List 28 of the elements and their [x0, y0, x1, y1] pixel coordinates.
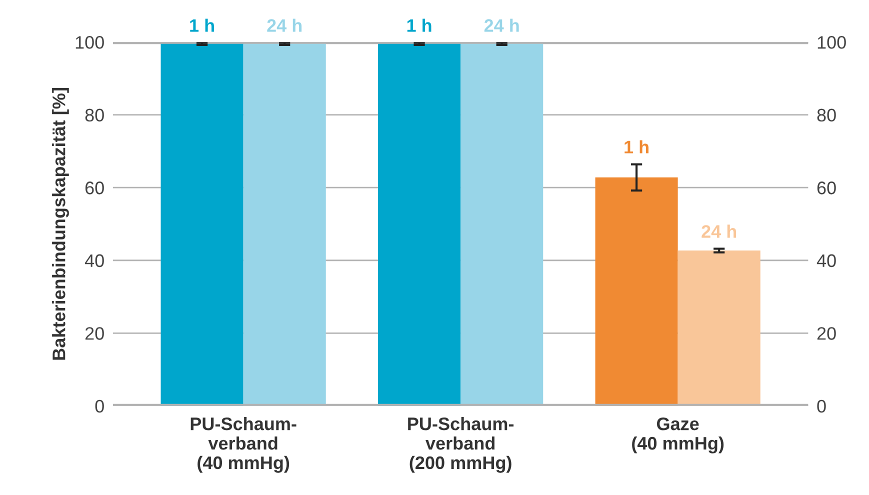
y2-tick-label: 20 — [817, 327, 836, 340]
x-tick-label: Gaze (40 mmHg) — [632, 417, 724, 454]
bar — [243, 44, 326, 406]
y-tick-label: 0 — [95, 400, 104, 413]
bar — [678, 250, 760, 406]
y-axis-title: Bakterienbindungskapazität [%] — [52, 88, 69, 360]
text: 24 h — [702, 224, 736, 238]
y2-tick-label: 40 — [816, 254, 836, 268]
bar — [378, 44, 461, 406]
text: 1 h — [407, 18, 432, 32]
y-tick-label: 20 — [85, 327, 104, 340]
text: 1 h — [624, 140, 648, 154]
y2-tick-label: 80 — [817, 108, 836, 122]
bar — [595, 177, 678, 406]
x-tick-label: PU-Schaum- verband (200 mmHg) — [408, 417, 514, 473]
bar — [160, 44, 244, 406]
x-tick-label: PU-Schaum- verband (40 mmHg) — [190, 417, 296, 473]
series-label: 24 h — [267, 18, 302, 32]
y2-tick-label: 100 — [818, 36, 846, 49]
y2-tick-label: 0 — [817, 400, 826, 413]
y-tick-label: 40 — [84, 254, 104, 268]
y2-tick-label: 60 — [817, 182, 836, 194]
y-tick-label: 80 — [85, 108, 104, 122]
bar — [460, 44, 544, 406]
y-tick-label: 60 — [85, 182, 104, 194]
y-tick-label: 100 — [76, 36, 104, 49]
series-label: 1 h — [190, 18, 214, 32]
text: 24 h — [484, 18, 519, 32]
